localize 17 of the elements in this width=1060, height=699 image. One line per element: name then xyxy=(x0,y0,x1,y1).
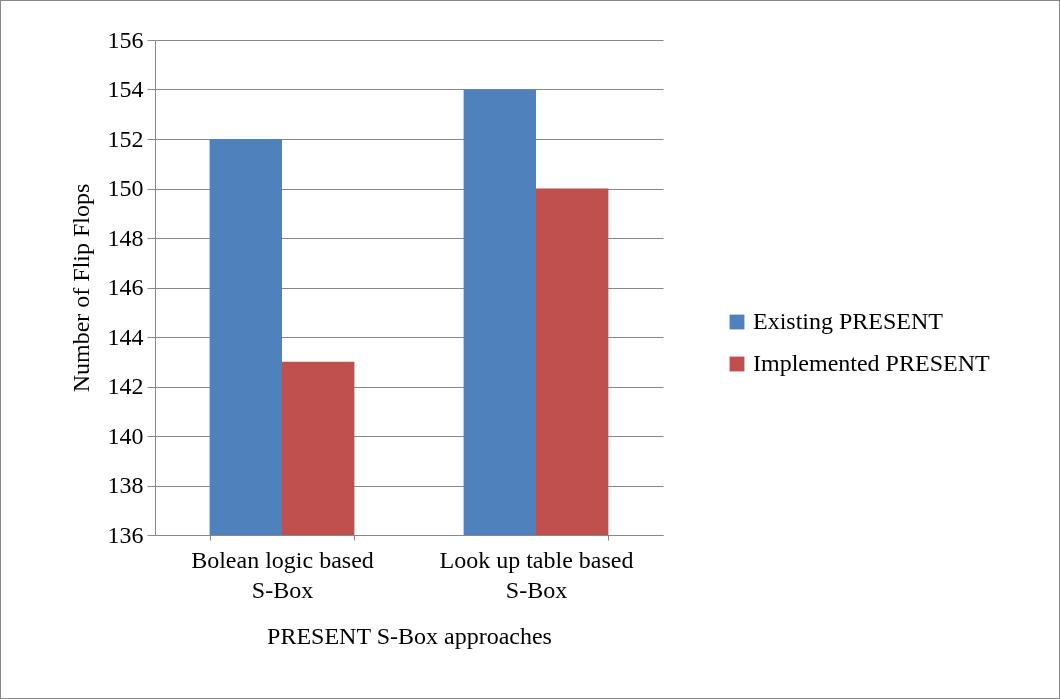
y-tick-label: 152 xyxy=(107,125,144,152)
y-tick-label: 148 xyxy=(107,224,144,251)
y-tick-label: 136 xyxy=(107,521,144,548)
y-tick-label: 154 xyxy=(107,76,144,102)
x-axis-title: PRESENT S-Box approaches xyxy=(267,622,552,649)
y-axis-title: Number of Flip Flops xyxy=(67,183,94,393)
legend-label: Implemented PRESENT xyxy=(753,350,990,376)
y-tick-label: 150 xyxy=(107,175,144,201)
y-tick-label: 138 xyxy=(107,472,144,498)
y-tick-label: 140 xyxy=(107,422,144,449)
y-tick-label: 142 xyxy=(107,373,144,399)
legend-label: Existing PRESENT xyxy=(753,308,944,334)
x-tick-label: Look up table based S-Box xyxy=(439,546,634,603)
y-tick-label: 144 xyxy=(107,323,144,350)
y-tick-label: 146 xyxy=(107,274,144,300)
y-tick-label: 156 xyxy=(107,26,144,53)
x-tick-label: Bolean logic based S-Box xyxy=(191,546,374,603)
